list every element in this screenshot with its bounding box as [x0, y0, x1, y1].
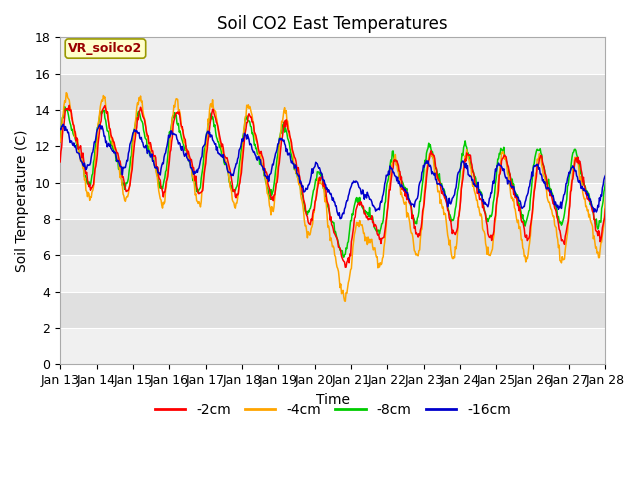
Bar	[60, 255, 605, 292]
Title: Soil CO2 East Temperatures: Soil CO2 East Temperatures	[218, 15, 448, 33]
Legend: -2cm, -4cm, -8cm, -16cm: -2cm, -4cm, -8cm, -16cm	[149, 398, 516, 423]
Bar	[60, 183, 605, 219]
Bar	[60, 219, 605, 255]
Bar	[60, 37, 605, 73]
Text: VR_soilco2: VR_soilco2	[68, 42, 143, 55]
Bar	[60, 328, 605, 364]
Bar	[60, 146, 605, 183]
Y-axis label: Soil Temperature (C): Soil Temperature (C)	[15, 130, 29, 272]
Bar	[60, 292, 605, 328]
Bar	[60, 110, 605, 146]
Bar	[60, 73, 605, 110]
X-axis label: Time: Time	[316, 393, 350, 407]
